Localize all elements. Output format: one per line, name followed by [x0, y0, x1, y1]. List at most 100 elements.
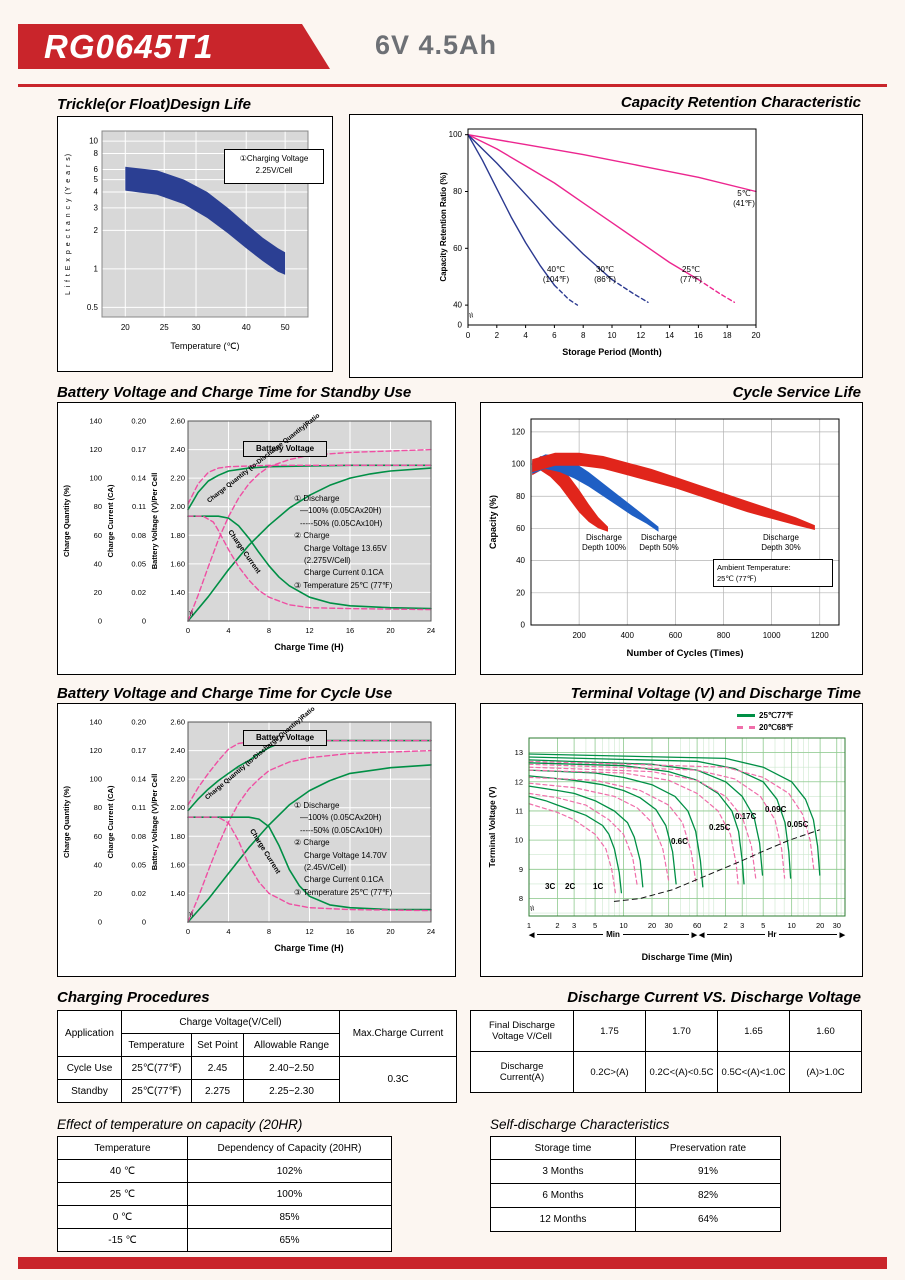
- svg-text:Charge Current (CA): Charge Current (CA): [106, 484, 115, 557]
- svg-text:140: 140: [89, 718, 102, 727]
- table-cell: Application: [57, 1010, 122, 1057]
- svg-text:100: 100: [89, 775, 102, 784]
- label-25c: 25℃ (77℉): [680, 265, 702, 284]
- svg-text:0: 0: [142, 617, 146, 626]
- self-discharge-table: Storage time Preservation rate 3 Months …: [490, 1136, 781, 1232]
- discharge-voltage-table: Final Discharge Voltage V/Cell 1.75 1.70…: [470, 1010, 862, 1093]
- table-cell: 2.25~2.30: [242, 1079, 341, 1103]
- table-cell: 65%: [187, 1228, 392, 1252]
- svg-text:L i f t E x p e c t a n c y: L i f t E x p e c t a n c y (Y e a r s): [65, 153, 72, 295]
- svg-text:120: 120: [89, 746, 102, 755]
- svg-text:600: 600: [669, 631, 683, 640]
- table-row: -15 ℃ 65%: [57, 1228, 392, 1252]
- svg-text:Capacity Retention Ratio (%): Capacity Retention Ratio (%): [439, 172, 448, 282]
- table-cell: 0.3C: [339, 1056, 458, 1103]
- svg-text:12: 12: [305, 927, 313, 936]
- svg-text:0.5: 0.5: [87, 303, 99, 312]
- svg-text:8: 8: [581, 331, 586, 340]
- battery-voltage-label: Battery Voltage: [243, 730, 327, 746]
- charging-voltage-note: ①Charging Voltage 2.25V/Cell: [224, 149, 324, 184]
- table-row: 0 ℃ 85%: [57, 1205, 392, 1229]
- svg-text:0: 0: [521, 621, 526, 630]
- svg-text:5: 5: [94, 175, 99, 184]
- title-self-discharge: Self-discharge Characteristics: [490, 1117, 670, 1132]
- svg-text:80: 80: [94, 803, 102, 812]
- svg-text:4: 4: [226, 626, 230, 635]
- label-depth-100: Discharge Depth 100%: [581, 533, 627, 552]
- svg-text:80: 80: [516, 492, 525, 501]
- title-cycle-life: Cycle Service Life: [732, 384, 861, 401]
- svg-text:2.40: 2.40: [170, 445, 185, 454]
- svg-text:Charge Current (CA): Charge Current (CA): [106, 785, 115, 858]
- svg-text:25: 25: [160, 323, 169, 332]
- svg-text:2: 2: [495, 331, 500, 340]
- note-line: ①Charging Voltage: [239, 154, 309, 163]
- table-row: Final Discharge Voltage V/Cell 1.75 1.70…: [470, 1010, 862, 1052]
- svg-text:Charge Quantity (%): Charge Quantity (%): [62, 484, 71, 557]
- svg-text:≈: ≈: [184, 910, 196, 919]
- table-row: Standby 25℃(77℉) 2.275 2.25~2.30: [57, 1079, 457, 1103]
- svg-text:60: 60: [453, 244, 462, 253]
- svg-text:0.20: 0.20: [131, 718, 146, 727]
- svg-text:1.80: 1.80: [170, 531, 185, 540]
- curve-label-06c: 0.6C: [671, 837, 688, 846]
- svg-text:0: 0: [186, 927, 190, 936]
- table-cell: 82%: [635, 1183, 781, 1208]
- svg-text:8: 8: [519, 894, 523, 903]
- svg-text:10: 10: [608, 331, 617, 340]
- svg-text:11: 11: [515, 806, 523, 815]
- label-5c: 5℃ (41℉): [733, 189, 755, 208]
- svg-text:2.20: 2.20: [170, 775, 185, 784]
- svg-text:0.20: 0.20: [131, 417, 146, 426]
- svg-text:1000: 1000: [763, 631, 781, 640]
- svg-text:5: 5: [593, 921, 597, 930]
- svg-text:20: 20: [94, 588, 102, 597]
- svg-text:0: 0: [98, 918, 102, 927]
- cycle-service-life-chart: 200 400 600 800 1000 1200120100806040200Capac…: [488, 418, 840, 659]
- svg-text:20: 20: [386, 927, 394, 936]
- svg-text:100: 100: [449, 130, 463, 139]
- svg-text:2.00: 2.00: [170, 803, 185, 812]
- svg-text:0.14: 0.14: [131, 775, 146, 784]
- svg-text:1.40: 1.40: [170, 889, 185, 898]
- svg-text:12: 12: [305, 626, 313, 635]
- svg-text:Terminal Voltage (V): Terminal Voltage (V): [487, 786, 497, 867]
- svg-text:2: 2: [94, 226, 99, 235]
- svg-text:6: 6: [94, 165, 99, 174]
- table-cell: 1.60: [789, 1010, 862, 1052]
- svg-text:≈: ≈: [184, 609, 196, 618]
- svg-text:120: 120: [512, 427, 526, 436]
- terminal-voltage-panel: 1 2 3 5 10 20 30 60 2 3 5 10 20 30 13 12 11 10 9 8 Terminal …: [480, 703, 863, 977]
- curve-label-005c: 0.05C: [787, 820, 809, 829]
- table-cell: Standby: [57, 1079, 122, 1103]
- cycle-use-notes: ① Discharge —100% (0.05CAx20H) -----50% …: [294, 801, 393, 897]
- table-cell: 102%: [187, 1159, 392, 1183]
- legend-item: 20℃68℉: [737, 721, 793, 733]
- table-cell: 40 ℃: [57, 1159, 188, 1183]
- svg-text:1.80: 1.80: [170, 832, 185, 841]
- svg-text:Battery Voltage (V)/Per Cell: Battery Voltage (V)/Per Cell: [150, 774, 159, 871]
- curve-label-025c: 0.25C: [709, 823, 731, 832]
- table-cell: Dependency of Capacity (20HR): [187, 1136, 392, 1160]
- svg-text:Capacity (%): Capacity (%): [488, 495, 498, 549]
- svg-text:8: 8: [267, 626, 271, 635]
- svg-text:1.60: 1.60: [170, 559, 185, 568]
- cycle-use-charge-panel: 0 4 8 12 16 20 24 140 120 100 80 60 40 20 0 Charge Quan…: [57, 703, 456, 977]
- curve-label-3c: 3C: [545, 882, 556, 891]
- svg-text:0: 0: [142, 918, 146, 927]
- svg-text:8: 8: [94, 149, 99, 158]
- table-row: Application Charge Voltage(V/Cell) Max.C…: [57, 1010, 458, 1057]
- table-cell: 12 Months: [490, 1207, 636, 1232]
- note-line: 2.25V/Cell: [255, 166, 293, 175]
- table-cell: Charge Voltage(V/Cell): [120, 1010, 341, 1034]
- svg-text:24: 24: [427, 927, 435, 936]
- svg-text:40: 40: [242, 323, 251, 332]
- svg-text:0: 0: [98, 617, 102, 626]
- svg-text:16: 16: [694, 331, 703, 340]
- svg-text:24: 24: [427, 626, 435, 635]
- svg-text:9: 9: [519, 865, 523, 874]
- svg-text:Charge Quantity (%): Charge Quantity (%): [62, 785, 71, 858]
- table-cell: 25℃(77℉): [121, 1056, 192, 1080]
- svg-text:0.02: 0.02: [131, 588, 146, 597]
- svg-text:18: 18: [723, 331, 732, 340]
